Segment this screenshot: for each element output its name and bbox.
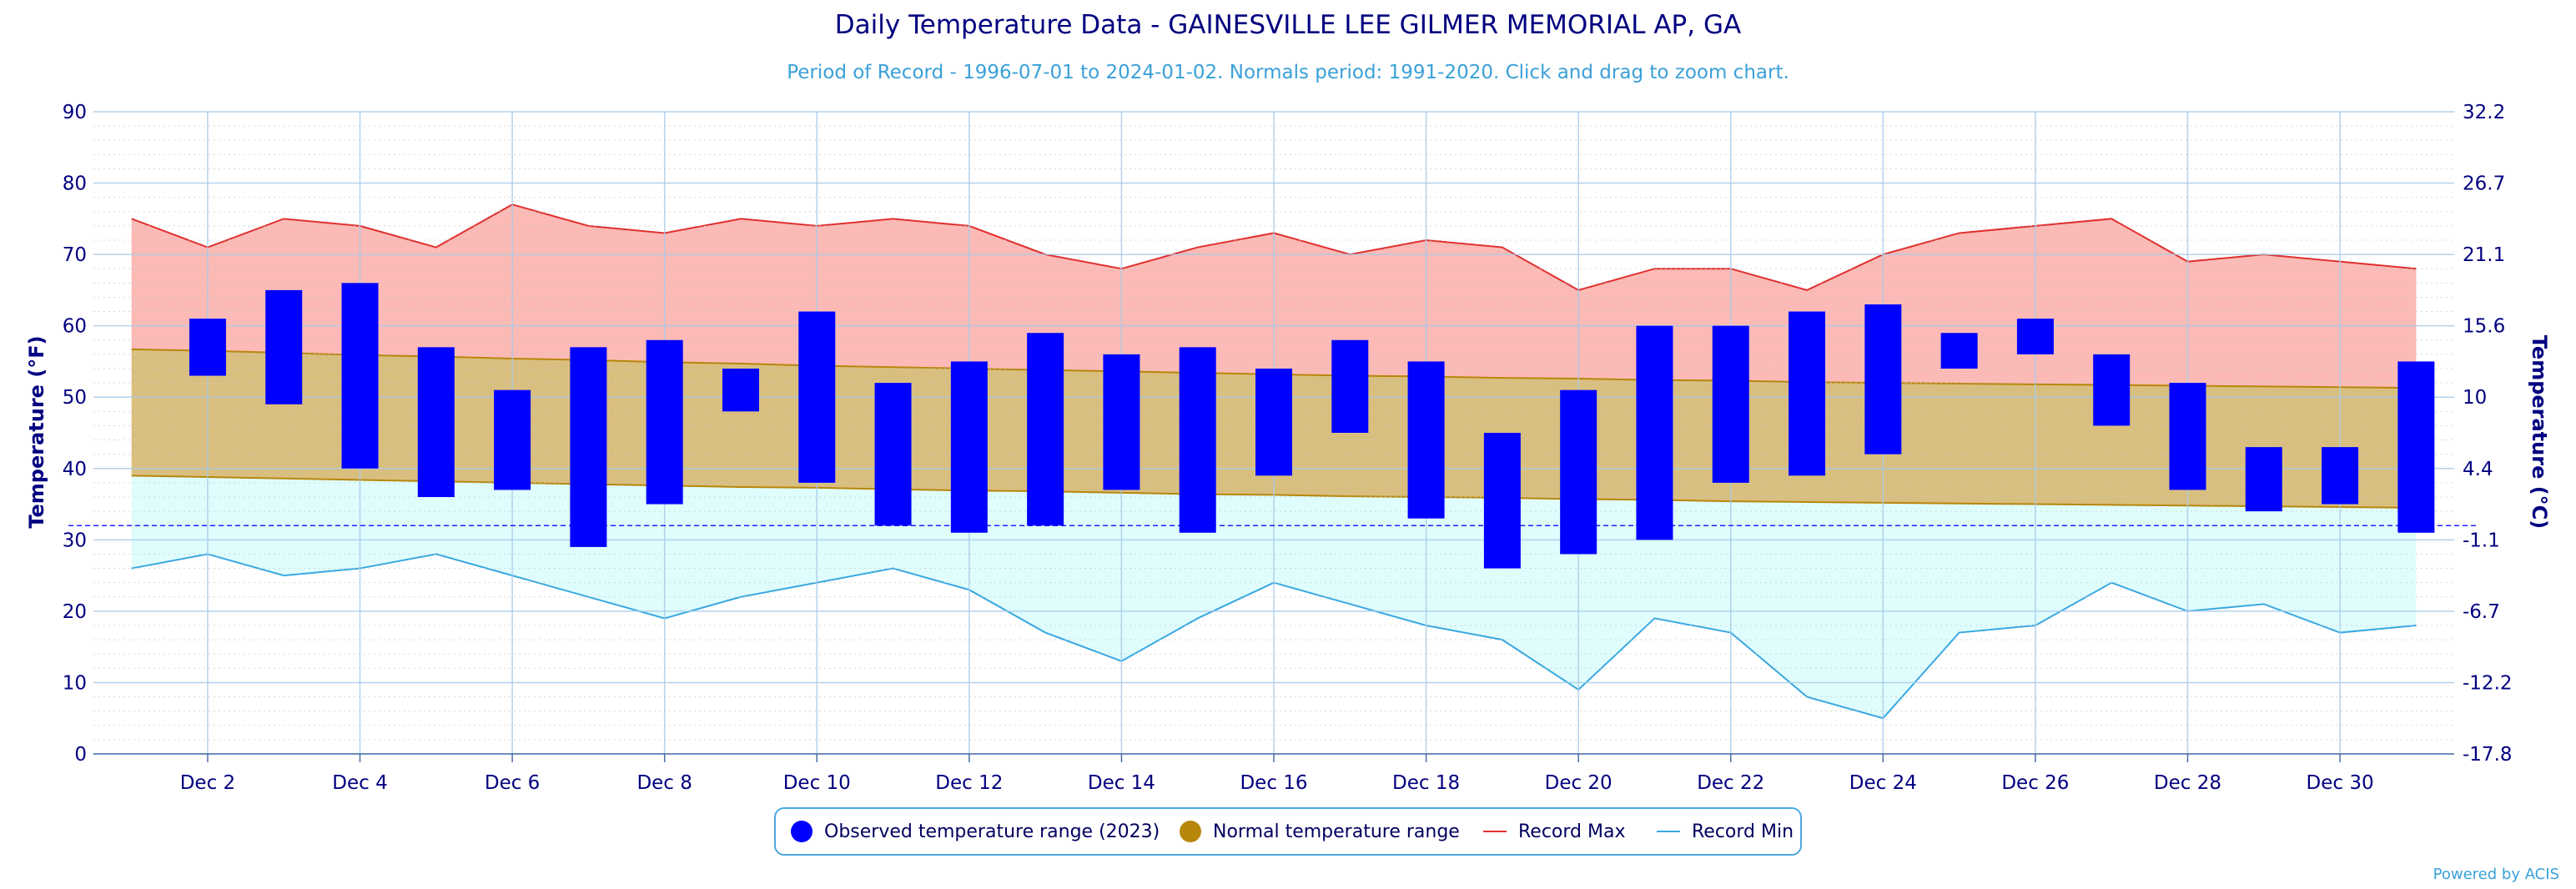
x-tick-label: Dec 30 bbox=[2307, 772, 2374, 794]
y-tick-label-left: 80 bbox=[63, 173, 87, 195]
y-tick-label-left: 50 bbox=[63, 387, 87, 409]
chart-legend: Observed temperature range (2023) Normal… bbox=[774, 807, 1802, 856]
x-tick-label: Dec 10 bbox=[783, 772, 851, 794]
x-tick-label: Dec 28 bbox=[2154, 772, 2221, 794]
y-tick-label-left: 70 bbox=[63, 244, 87, 266]
observed-bar bbox=[1712, 325, 1749, 483]
observed-bar bbox=[189, 319, 226, 376]
powered-by-credit[interactable]: Powered by ACIS bbox=[2433, 866, 2559, 883]
x-tick-label: Dec 6 bbox=[485, 772, 540, 794]
observed-bar bbox=[417, 347, 455, 497]
legend-record-max-label: Record Max bbox=[1518, 821, 1626, 842]
y-tick-label-left: 90 bbox=[63, 102, 87, 123]
observed-bar bbox=[646, 339, 683, 505]
normal-swatch-icon bbox=[1180, 821, 1201, 842]
observed-bar bbox=[1940, 333, 1978, 369]
y-tick-label-right: -12.2 bbox=[2463, 672, 2513, 694]
x-tick-label: Dec 22 bbox=[1697, 772, 1764, 794]
y-tick-label-left: 30 bbox=[63, 530, 87, 551]
legend-observed[interactable]: Observed temperature range (2023) bbox=[791, 809, 1160, 854]
observed-bar bbox=[341, 283, 379, 469]
legend-normal[interactable]: Normal temperature range bbox=[1180, 809, 1460, 854]
y-tick-label-left: 60 bbox=[63, 316, 87, 338]
y-tick-label-right: 26.7 bbox=[2463, 173, 2505, 195]
x-tick-label: Dec 24 bbox=[1849, 772, 1917, 794]
x-tick-label: Dec 12 bbox=[935, 772, 1003, 794]
x-tick-label: Dec 4 bbox=[332, 772, 387, 794]
legend-record-max[interactable]: Record Max bbox=[1483, 809, 1626, 854]
observed-bar bbox=[1483, 433, 1521, 569]
record-min-swatch-icon bbox=[1657, 831, 1680, 832]
x-tick-label: Dec 26 bbox=[2001, 772, 2069, 794]
observed-bar bbox=[1864, 304, 1902, 455]
observed-bar bbox=[1789, 311, 1826, 476]
observed-bar bbox=[265, 289, 303, 404]
observed-bar bbox=[1179, 347, 1216, 533]
legend-observed-label: Observed temperature range (2023) bbox=[824, 821, 1160, 842]
x-tick-label: Dec 16 bbox=[1240, 772, 1307, 794]
y-tick-label-right: 4.4 bbox=[2463, 459, 2493, 480]
legend-record-min[interactable]: Record Min bbox=[1657, 809, 1794, 854]
chart-subtitle: Period of Record - 1996-07-01 to 2024-01… bbox=[787, 62, 1789, 83]
observed-bar bbox=[1331, 339, 1369, 433]
observed-bar bbox=[494, 389, 531, 490]
x-tick-label: Dec 14 bbox=[1088, 772, 1155, 794]
x-tick-label: Dec 20 bbox=[1545, 772, 1613, 794]
y-axis-title-right: Temperature (°C) bbox=[2528, 334, 2551, 530]
record-max-swatch-icon bbox=[1483, 831, 1507, 832]
y-tick-label-right: -1.1 bbox=[2463, 530, 2500, 551]
observed-bar bbox=[874, 383, 912, 526]
y-axis-title-left: Temperature (°F) bbox=[25, 335, 48, 529]
observed-bar bbox=[2016, 319, 2054, 354]
observed-bar bbox=[1407, 361, 1445, 519]
observed-bar bbox=[798, 311, 836, 483]
observed-bar bbox=[570, 347, 607, 547]
y-tick-label-left: 20 bbox=[63, 601, 87, 623]
x-tick-label: Dec 18 bbox=[1392, 772, 1460, 794]
observed-bar bbox=[2169, 383, 2206, 490]
y-tick-label-right: -6.7 bbox=[2463, 601, 2500, 623]
y-tick-label-left: 0 bbox=[74, 744, 87, 766]
legend-normal-label: Normal temperature range bbox=[1213, 821, 1460, 842]
y-tick-label-right: 32.2 bbox=[2463, 102, 2505, 123]
axes: 0 10 20 30 40 50 60 70 80 90 -17.8 -12.2 -6.7 -1.1 4.4… bbox=[63, 102, 2513, 794]
observed-bar bbox=[1027, 333, 1064, 526]
observed-swatch-icon bbox=[791, 821, 813, 842]
y-tick-label-left: 40 bbox=[63, 459, 87, 480]
record-min-fill bbox=[131, 475, 2417, 719]
observed-bar bbox=[2397, 361, 2435, 533]
observed-bar bbox=[1636, 325, 1673, 540]
observed-bar bbox=[1560, 389, 1597, 555]
x-tick-label: Dec 2 bbox=[180, 772, 235, 794]
observed-bar bbox=[2245, 447, 2282, 512]
x-tick-label: Dec 8 bbox=[636, 772, 692, 794]
y-tick-label-right: 10 bbox=[2463, 387, 2487, 409]
y-tick-label-right: 15.6 bbox=[2463, 316, 2505, 338]
observed-range-bars bbox=[189, 283, 2435, 569]
y-tick-label-right: 21.1 bbox=[2463, 244, 2505, 266]
observed-bar bbox=[722, 369, 759, 412]
observed-bar bbox=[2322, 447, 2359, 505]
observed-bar bbox=[950, 361, 988, 533]
y-tick-label-right: -17.8 bbox=[2463, 744, 2513, 766]
chart-title: Daily Temperature Data - GAINESVILLE LEE… bbox=[834, 10, 1742, 40]
y-tick-label-left: 10 bbox=[63, 672, 87, 694]
legend-record-min-label: Record Min bbox=[1692, 821, 1794, 842]
observed-bar bbox=[2093, 354, 2131, 426]
observed-bar bbox=[1103, 354, 1140, 490]
observed-bar bbox=[1255, 369, 1292, 476]
